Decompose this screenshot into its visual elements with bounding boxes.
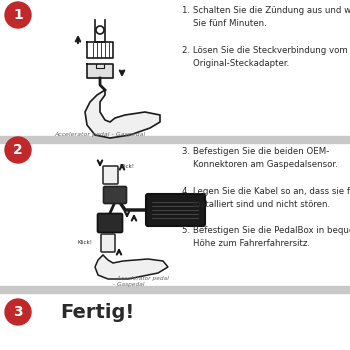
Circle shape bbox=[5, 137, 31, 163]
PathPatch shape bbox=[95, 255, 168, 279]
FancyBboxPatch shape bbox=[103, 166, 118, 184]
Text: 3. Befestigen Sie die beiden OEM-
    Konnektoren am Gaspedalsensor.

4. Legen S: 3. Befestigen Sie die beiden OEM- Konnek… bbox=[182, 147, 350, 248]
Text: 2: 2 bbox=[13, 143, 23, 157]
Bar bbox=[0, 143, 350, 290]
Circle shape bbox=[5, 299, 31, 325]
Text: Klick!: Klick! bbox=[119, 164, 134, 169]
Text: Klick!: Klick! bbox=[78, 240, 93, 245]
PathPatch shape bbox=[85, 90, 160, 138]
FancyBboxPatch shape bbox=[104, 187, 126, 203]
Bar bbox=[0, 293, 350, 350]
FancyBboxPatch shape bbox=[101, 234, 115, 252]
Circle shape bbox=[5, 2, 31, 28]
Polygon shape bbox=[87, 64, 113, 78]
Bar bbox=[0, 0, 350, 140]
Text: - Accelerator pedal
- Gaspedal: - Accelerator pedal - Gaspedal bbox=[113, 276, 169, 287]
Text: 1: 1 bbox=[13, 8, 23, 22]
Circle shape bbox=[96, 26, 104, 34]
FancyBboxPatch shape bbox=[146, 194, 205, 226]
FancyBboxPatch shape bbox=[98, 214, 122, 232]
Text: 1. Schalten Sie die Zündung aus und warten
    Sie fünf Minuten.

2. Lösen Sie d: 1. Schalten Sie die Zündung aus und wart… bbox=[182, 6, 350, 68]
Text: 3: 3 bbox=[13, 305, 23, 319]
Text: Fertig!: Fertig! bbox=[60, 302, 134, 322]
Text: Accelerator pedal - Gaspedal: Accelerator pedal - Gaspedal bbox=[54, 132, 146, 137]
